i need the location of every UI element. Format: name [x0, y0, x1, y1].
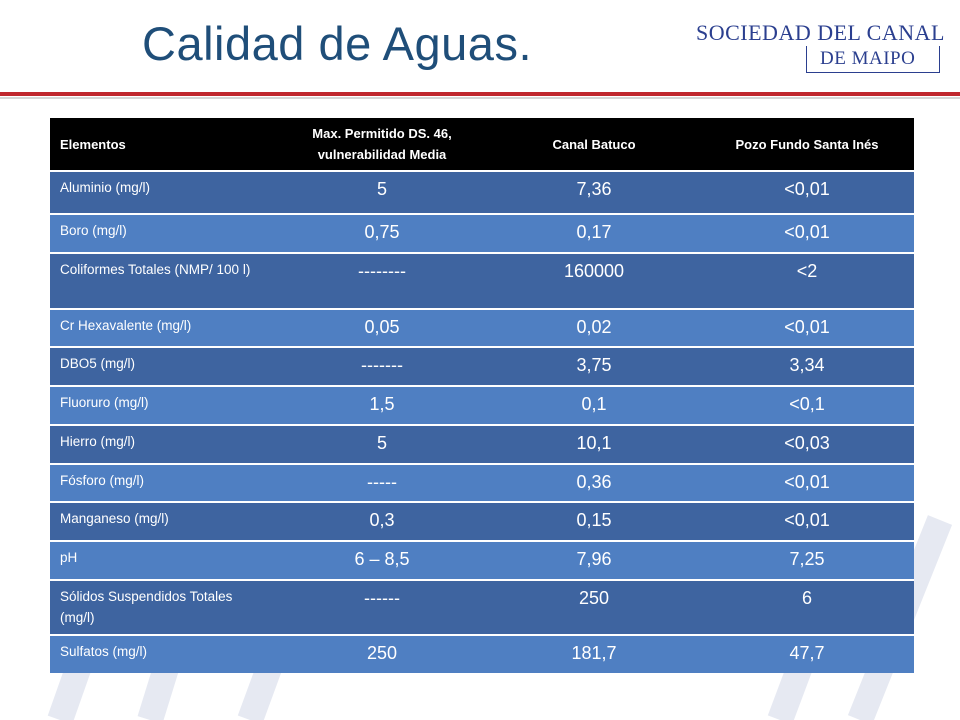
element-name: Hierro (mg/l) [50, 424, 276, 464]
table-row: Aluminio (mg/l) 5 7,36 <0,01 [50, 170, 914, 214]
element-name: pH [50, 540, 276, 580]
table-row: Hierro (mg/l) 5 10,1 <0,03 [50, 424, 914, 464]
max-permitted-value: ----- [276, 463, 488, 502]
max-permitted-value: 0,75 [276, 213, 488, 253]
max-permitted-value: 250 [276, 634, 488, 673]
column-header-canal-batuco: Canal Batuco [488, 118, 700, 171]
canal-batuco-value: 0,1 [488, 385, 700, 425]
table-row: Fluoruro (mg/l) 1,5 0,1 <0,1 [50, 385, 914, 425]
element-name: DBO5 (mg/l) [50, 346, 276, 386]
max-permitted-value: -------- [276, 252, 488, 309]
title-divider-shadow [0, 97, 960, 99]
max-permitted-value: ------ [276, 579, 488, 635]
table-row: pH 6 – 8,5 7,96 7,25 [50, 540, 914, 580]
pozo-fundo-value: <2 [700, 252, 914, 309]
title-divider [0, 92, 960, 96]
table-row: Fósforo (mg/l) ----- 0,36 <0,01 [50, 463, 914, 502]
pozo-fundo-value: 6 [700, 579, 914, 635]
element-name: Sólidos Suspendidos Totales (mg/l) [50, 579, 276, 635]
logo-line-1: SOCIEDAD DEL CANAL [696, 20, 945, 45]
page-title: Calidad de Aguas. [142, 17, 533, 70]
table-row: DBO5 (mg/l) ------- 3,75 3,34 [50, 346, 914, 386]
max-permitted-value: 0,05 [276, 308, 488, 347]
max-permitted-value: ------- [276, 346, 488, 386]
max-permitted-value: 1,5 [276, 385, 488, 425]
pozo-fundo-value: <0,1 [700, 385, 914, 425]
table-row: Cr Hexavalente (mg/l) 0,05 0,02 <0,01 [50, 308, 914, 347]
canal-batuco-value: 0,02 [488, 308, 700, 347]
canal-batuco-value: 7,36 [488, 170, 700, 214]
pozo-fundo-value: <0,03 [700, 424, 914, 464]
element-name: Sulfatos (mg/l) [50, 634, 276, 673]
element-name: Fósforo (mg/l) [50, 463, 276, 502]
canal-batuco-value: 160000 [488, 252, 700, 309]
max-permitted-value: 5 [276, 170, 488, 214]
canal-batuco-value: 3,75 [488, 346, 700, 386]
element-name: Manganeso (mg/l) [50, 501, 276, 541]
canal-batuco-value: 0,17 [488, 213, 700, 253]
pozo-fundo-value: 47,7 [700, 634, 914, 673]
table-row: Boro (mg/l) 0,75 0,17 <0,01 [50, 213, 914, 253]
max-permitted-value: 5 [276, 424, 488, 464]
water-quality-table: Elementos Max. Permitido DS. 46, vulnera… [50, 118, 914, 673]
pozo-fundo-value: <0,01 [700, 501, 914, 541]
company-logo: SOCIEDAD DEL CANAL DE MAIPO [688, 8, 944, 74]
pozo-fundo-value: <0,01 [700, 213, 914, 253]
element-name: Boro (mg/l) [50, 213, 276, 253]
logo-frame [806, 46, 940, 73]
pozo-fundo-value: 3,34 [700, 346, 914, 386]
column-header-elementos: Elementos [50, 118, 276, 171]
max-permitted-value: 0,3 [276, 501, 488, 541]
table-row: Sólidos Suspendidos Totales (mg/l) -----… [50, 579, 914, 635]
canal-batuco-value: 10,1 [488, 424, 700, 464]
canal-batuco-value: 181,7 [488, 634, 700, 673]
pozo-fundo-value: <0,01 [700, 463, 914, 502]
max-permitted-value: 6 – 8,5 [276, 540, 488, 580]
pozo-fundo-value: 7,25 [700, 540, 914, 580]
column-header-pozo-fundo: Pozo Fundo Santa Inés [700, 118, 914, 171]
table-header-row: Elementos Max. Permitido DS. 46, vulnera… [50, 118, 914, 171]
canal-batuco-value: 7,96 [488, 540, 700, 580]
element-name: Coliformes Totales (NMP/ 100 l) [50, 252, 276, 309]
canal-batuco-value: 0,36 [488, 463, 700, 502]
column-header-max-permitido: Max. Permitido DS. 46, vulnerabilidad Me… [276, 118, 488, 171]
table-row: Sulfatos (mg/l) 250 181,7 47,7 [50, 634, 914, 673]
canal-batuco-value: 0,15 [488, 501, 700, 541]
table-row: Manganeso (mg/l) 0,3 0,15 <0,01 [50, 501, 914, 541]
pozo-fundo-value: <0,01 [700, 308, 914, 347]
pozo-fundo-value: <0,01 [700, 170, 914, 214]
canal-batuco-value: 250 [488, 579, 700, 635]
logo-line-2: DE MAIPO [820, 48, 916, 69]
element-name: Aluminio (mg/l) [50, 170, 276, 214]
element-name: Fluoruro (mg/l) [50, 385, 276, 425]
element-name: Cr Hexavalente (mg/l) [50, 308, 276, 347]
table-row: Coliformes Totales (NMP/ 100 l) --------… [50, 252, 914, 309]
